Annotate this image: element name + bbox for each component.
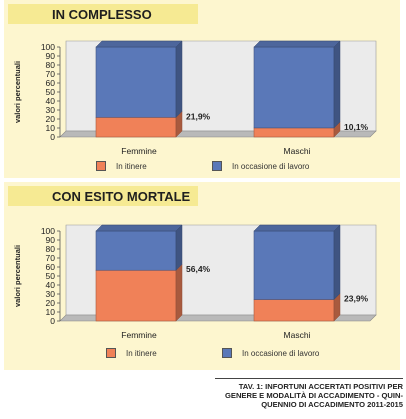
- data-label: 21,9%: [186, 111, 211, 121]
- bar-segment: [95, 269, 177, 322]
- caption-line: GENERE E MODALITÀ DI ACCADIMENTO - QUIN-: [224, 391, 403, 400]
- y-axis-title: valori percentuali: [13, 61, 22, 123]
- bar-side: [333, 224, 341, 301]
- legend-swatch-blue: [222, 348, 232, 358]
- y-tick-label: 0: [50, 132, 55, 142]
- legend-overall: In itinere In occasione di lavoro: [4, 156, 400, 180]
- y-tick-label: 10: [46, 307, 56, 317]
- bar-side: [175, 40, 183, 118]
- caption-line: QUENNIO DI ACCADIMENTO 2011-2015: [261, 400, 403, 409]
- bar-segment: [253, 46, 335, 129]
- y-tick-label: 100: [41, 42, 55, 52]
- y-tick-label: 70: [46, 69, 56, 79]
- bar-side: [175, 224, 183, 271]
- x-tick-label: Femmine: [121, 146, 157, 156]
- legend-label: In itinere: [116, 162, 147, 171]
- y-tick-label: 0: [50, 316, 55, 326]
- y-tick-label: 60: [46, 78, 56, 88]
- y-tick-label: 80: [46, 244, 56, 254]
- y-tick-label: 100: [41, 226, 55, 236]
- y-tick-label: 70: [46, 253, 56, 263]
- y-tick-label: 20: [46, 114, 56, 124]
- caption-line: TAV. 1: INFORTUNI ACCERTATI POSITIVI PER: [238, 382, 403, 391]
- figure-caption: TAV. 1: INFORTUNI ACCERTATI POSITIVI PER…: [215, 378, 403, 409]
- legend-swatch-blue: [212, 161, 222, 171]
- y-tick-label: 30: [46, 105, 56, 115]
- bar-segment: [95, 116, 177, 138]
- bar-side: [333, 40, 341, 129]
- y-tick-label: 10: [46, 123, 56, 133]
- bar-top: [95, 40, 183, 48]
- y-axis-title: valori percentuali: [13, 245, 22, 307]
- legend-swatch-orange: [96, 161, 106, 171]
- bar-segment: [253, 127, 335, 138]
- legend-label: In itinere: [126, 349, 157, 358]
- data-label: 10,1%: [344, 122, 369, 132]
- legend-label: In occasione di lavoro: [232, 162, 310, 171]
- legend-swatch-orange: [106, 348, 116, 358]
- bar-segment: [95, 230, 177, 271]
- y-tick-label: 30: [46, 289, 56, 299]
- y-tick-label: 50: [46, 271, 56, 281]
- chart-title: CON ESITO MORTALE: [8, 186, 198, 206]
- y-tick-label: 50: [46, 87, 56, 97]
- y-tick-label: 80: [46, 60, 56, 70]
- x-tick-label: Maschi: [284, 330, 311, 340]
- y-tick-label: 20: [46, 298, 56, 308]
- x-tick-label: Maschi: [284, 146, 311, 156]
- chart-title: IN COMPLESSO: [8, 4, 198, 24]
- x-tick-label: Femmine: [121, 330, 157, 340]
- bar-segment: [95, 46, 177, 118]
- bar-top: [253, 40, 341, 48]
- bar-top: [95, 224, 183, 232]
- legend-fatal: In itinere In occasione di lavoro: [4, 343, 400, 367]
- y-tick-label: 90: [46, 235, 56, 245]
- bar-side: [175, 263, 183, 322]
- legend-label: In occasione di lavoro: [242, 349, 320, 358]
- data-label: 23,9%: [344, 293, 369, 303]
- y-tick-label: 40: [46, 280, 56, 290]
- y-tick-label: 40: [46, 96, 56, 106]
- y-tick-label: 90: [46, 51, 56, 61]
- bar-segment: [253, 230, 335, 300]
- bar-top: [253, 224, 341, 232]
- data-label: 56,4%: [186, 264, 211, 274]
- bar-segment: [253, 299, 335, 322]
- y-tick-label: 60: [46, 262, 56, 272]
